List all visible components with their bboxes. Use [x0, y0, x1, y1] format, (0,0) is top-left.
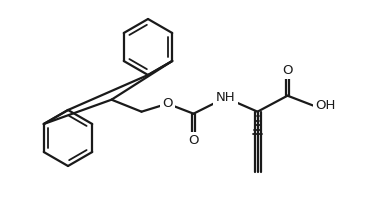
Text: H: H — [215, 90, 223, 103]
Text: O: O — [188, 134, 199, 147]
Text: N: N — [226, 91, 235, 104]
Text: NH: NH — [216, 91, 235, 104]
Text: O: O — [162, 97, 173, 110]
Text: OH: OH — [315, 99, 336, 112]
Text: O: O — [282, 64, 293, 77]
